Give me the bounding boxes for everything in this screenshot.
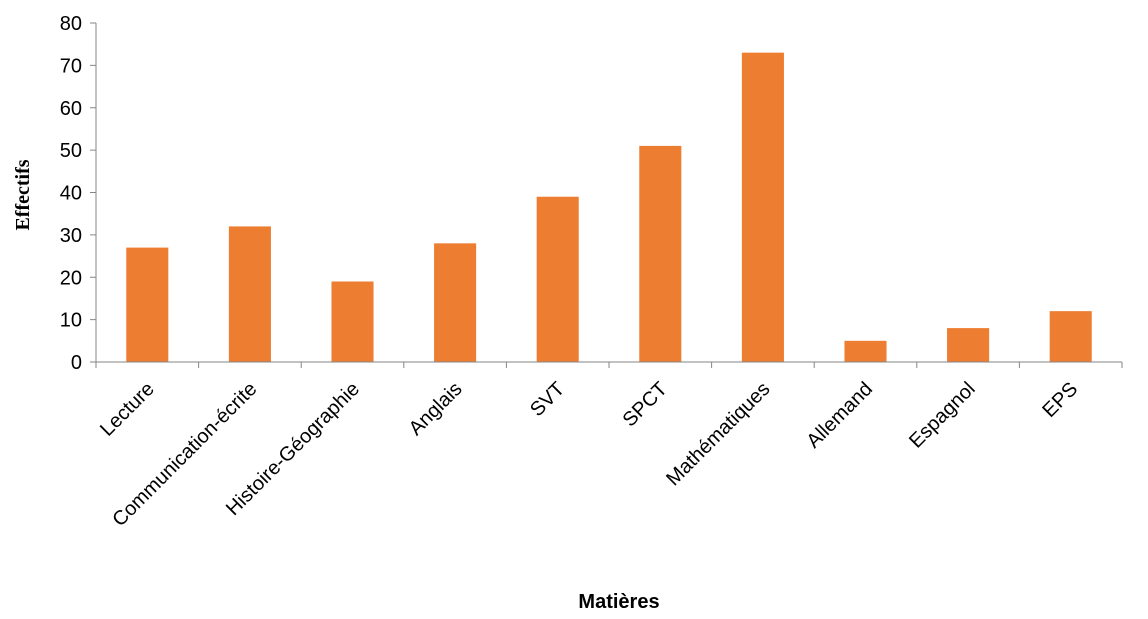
x-category-label: Lecture: [96, 378, 159, 441]
y-axis-title: Effectifs: [12, 159, 34, 230]
bar: [536, 196, 579, 362]
bar: [126, 247, 169, 362]
x-category-label: SPCT: [619, 378, 672, 431]
bar: [844, 340, 887, 362]
y-axis: 0 10 20 30 40 50 60 70 80: [60, 13, 97, 374]
bar: [947, 328, 990, 362]
bar: [1049, 311, 1092, 362]
bar: [434, 243, 477, 362]
bars: [126, 52, 1092, 362]
y-tick-label: 0: [71, 352, 82, 374]
x-category-label: Anglais: [405, 378, 467, 440]
x-category-label: Allemand: [803, 378, 878, 453]
y-tick-label: 30: [60, 225, 82, 247]
x-category-label: SVT: [526, 378, 569, 421]
x-axis-title: Matières: [578, 591, 659, 613]
y-tick-label: 20: [60, 267, 82, 289]
x-category-label: EPS: [1038, 378, 1082, 422]
bar: [741, 52, 784, 362]
x-category-label: Mathématiques: [662, 378, 774, 490]
x-axis: LectureCommunication-écriteHistoire-Géog…: [95, 361, 1123, 531]
y-tick-label: 60: [60, 98, 82, 120]
y-tick-label: 50: [60, 140, 82, 162]
bar: [228, 226, 271, 362]
y-tick-label: 70: [60, 55, 82, 77]
y-tick-label: 40: [60, 183, 82, 205]
y-tick-label: 10: [60, 310, 82, 332]
bar: [331, 281, 374, 362]
x-category-label: Espagnol: [905, 378, 980, 453]
bar: [639, 145, 682, 362]
y-tick-label: 80: [60, 13, 82, 35]
